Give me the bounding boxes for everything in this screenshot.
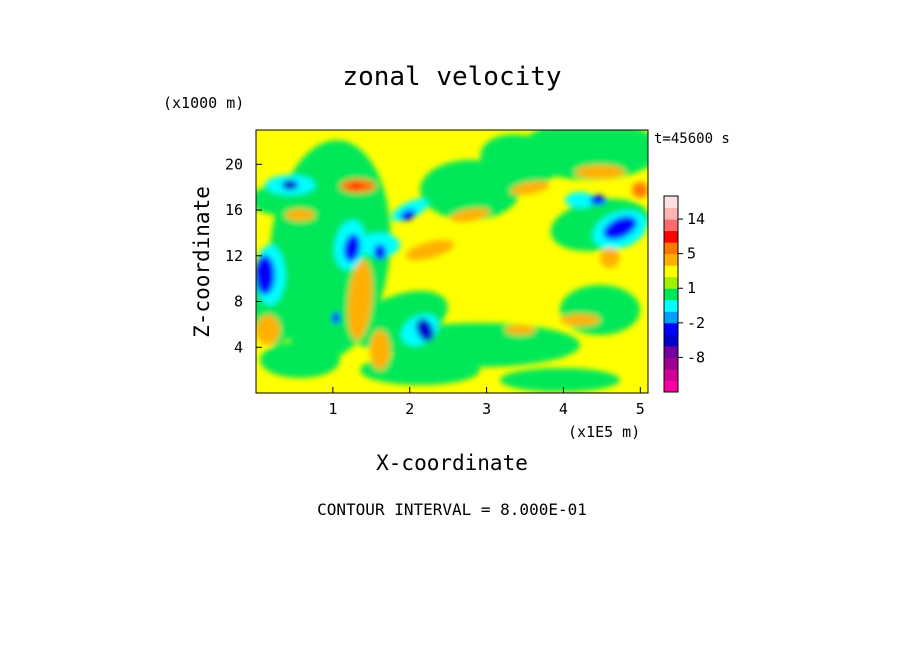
y-tick-label: 8 [234,293,243,311]
colorbar-swatch [664,368,678,381]
colorbar-swatch [664,276,678,289]
y-axis-label: Z-coordinate [190,186,214,338]
chart-title: zonal velocity [342,62,561,92]
colorbar-swatch [664,357,678,370]
x-tick-label: 2 [405,400,414,418]
contour-region [510,181,550,195]
contour-region [565,192,595,208]
colorbar-swatch [664,311,678,324]
contour-region [285,209,315,221]
contour-region [560,314,600,326]
contour-region [332,312,340,324]
time-label: t=45600 s [654,131,730,147]
x-tick-label: 1 [328,400,337,418]
colorbar-swatch [664,253,678,266]
colorbar-swatch [664,345,678,358]
contour-region [343,234,361,262]
colorbar-tick-label: -8 [687,348,705,366]
y-tick-label: 12 [225,247,243,265]
colorbar-ticks: 14 5 1 -2 -8 [678,210,705,366]
colorbar-tick-label: 1 [687,279,696,297]
colorbar-tick-label: 5 [687,245,696,263]
y-tick-label: 4 [234,338,243,356]
contour-region [405,239,455,261]
colorbar-swatch [664,322,678,335]
contour-region [360,355,480,385]
contour-field [256,130,648,392]
x-tick-label: 3 [482,400,491,418]
colorbar-swatch [664,299,678,312]
contour-region [400,209,416,221]
colorbar-swatch [664,196,678,209]
colorbar-tick-label: 14 [687,210,705,228]
contour-region [256,315,280,345]
colorbar-swatch [664,288,678,301]
contour-region [420,160,520,220]
colorbar-swatch [664,265,678,278]
x-axis-label: X-coordinate [376,451,528,475]
colorbar-swatch [664,219,678,232]
contour-region [590,195,606,205]
contour-interval-note: CONTOUR INTERVAL = 8.000E-01 [317,500,587,519]
y-axis-ticks: 4 8 12 16 20 [225,155,262,356]
colorbar-swatch [664,242,678,255]
x-tick-label: 4 [559,400,568,418]
y-tick-label: 20 [225,155,243,173]
contour-region [260,342,340,378]
contour-region [505,325,535,335]
colorbar-swatch [664,334,678,347]
colorbar-tick-label: -2 [687,314,705,332]
contour-region [374,244,386,260]
contour-region [282,180,298,190]
contour-region [603,216,637,240]
contour-region [256,255,275,295]
y-unit-label: (x1000 m) [163,94,244,112]
contour-region [560,285,640,335]
plot-area [256,130,648,393]
colorbar [664,196,678,393]
contour-region [600,248,620,268]
contour-region [416,318,434,342]
colorbar-swatch [664,380,678,393]
colorbar-swatch [664,207,678,220]
x-tick-label: 5 [636,400,645,418]
contour-region [450,208,490,222]
contour-region [370,330,390,370]
contour-region [575,165,625,179]
contour-region [350,183,362,189]
colorbar-swatch [664,230,678,243]
contour-region [632,182,648,198]
y-tick-label: 16 [225,201,243,219]
contour-region [347,260,373,340]
x-unit-label: (x1E5 m) [568,423,640,441]
colorbar-frame [663,195,679,393]
contour-region [500,368,620,392]
plot-frame [255,129,649,394]
x-axis-ticks: 1 2 3 4 5 [328,387,645,418]
